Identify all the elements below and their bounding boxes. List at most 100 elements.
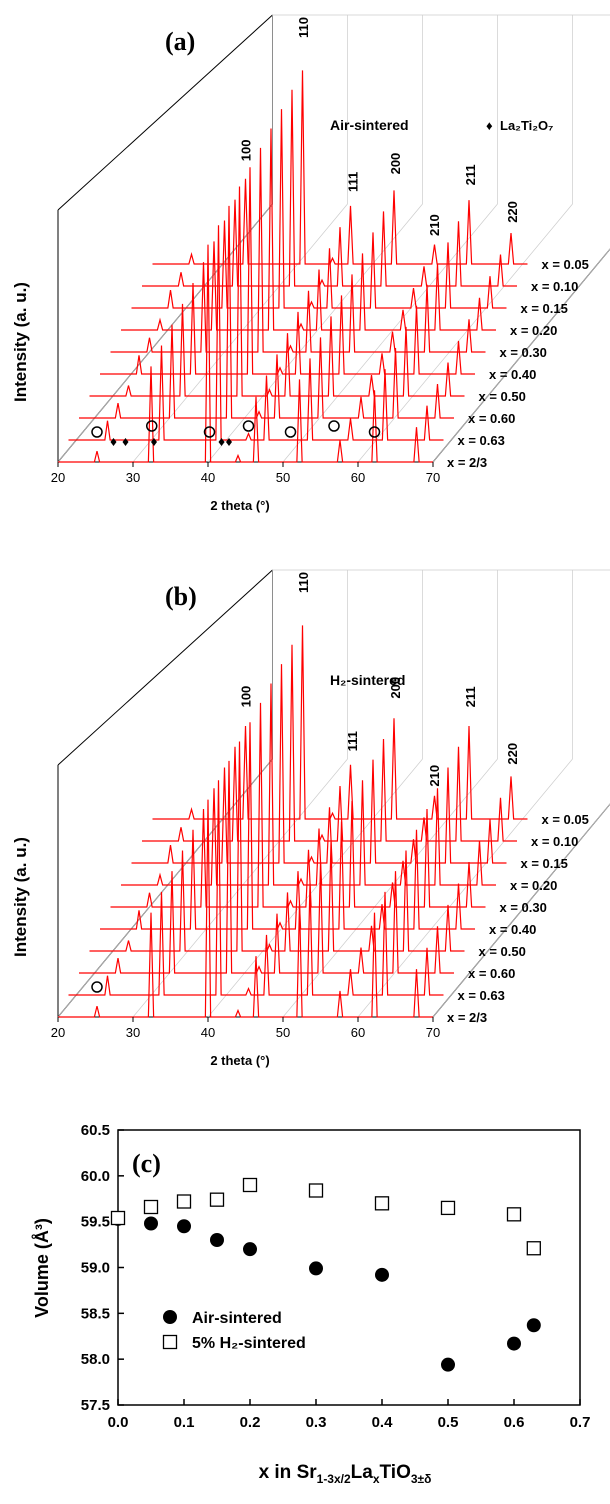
- impurity-circle-marker: [242, 420, 255, 432]
- y-axis-label: Volume (Å³): [32, 1218, 52, 1318]
- series-label: x = 0.20: [510, 878, 557, 893]
- series-label: x = 0.63: [458, 988, 505, 1003]
- y-tick-label: 58.0: [81, 1351, 110, 1368]
- xrd-trace: [131, 664, 507, 864]
- x-axis-label: 2 theta (°): [210, 498, 269, 513]
- x-tick-label: 0.7: [570, 1414, 591, 1431]
- y-axis-label: Intensity (a. u.): [11, 282, 30, 402]
- x-axis-label-part: x in Sr: [259, 1462, 318, 1483]
- x-axis-label-part: TiO: [380, 1462, 411, 1483]
- xrd-trace: [58, 799, 433, 1018]
- floor-grid-line: [207, 203, 423, 463]
- series-label: x = 0.50: [479, 944, 526, 959]
- series-label: x = 0.63: [458, 433, 505, 448]
- top-left-edge: [57, 14, 273, 211]
- x-tick-label: 20: [51, 1025, 65, 1040]
- xrd-trace: [89, 741, 465, 952]
- air-sintered-point: [441, 1357, 455, 1372]
- floor-grid-line: [357, 758, 573, 1018]
- h2-sintered-point: [440, 1200, 456, 1216]
- back-grid: [57, 14, 610, 463]
- x-axis-label-part: 1-3x/2: [317, 1472, 351, 1486]
- x-tick-label: 30: [126, 470, 140, 485]
- panel-c-volume-scatter: 0.0 0.1 0.2 0.3 0.4 0.5 0.6 0.7 57.5 58.0 58.5 59.0…: [32, 1122, 590, 1486]
- xrd-trace: [142, 644, 517, 842]
- x-tick-label: 0.5: [438, 1414, 459, 1431]
- series-label: x = 0.10: [531, 834, 578, 849]
- xrd-trace: [68, 780, 444, 996]
- series-label: x = 0.15: [521, 856, 568, 871]
- plot-area: [117, 1129, 581, 1406]
- impurity-circle-marker: [328, 420, 340, 432]
- panel-annotation: Air-sintered: [330, 117, 409, 133]
- peak-label: 111: [345, 172, 360, 192]
- h2-sintered-point: [143, 1199, 159, 1215]
- la2ti2o7-diamond-marker: [110, 438, 117, 446]
- la2ti2o7-diamond-marker: [122, 438, 129, 446]
- legend-marker-h2: [162, 1334, 178, 1350]
- air-sintered-point: [210, 1233, 224, 1247]
- series-label: x = 0.60: [468, 966, 515, 981]
- series-label: x = 0.30: [500, 345, 547, 360]
- xrd-traces: [58, 625, 528, 1018]
- h2-sintered-point: [110, 1210, 126, 1226]
- air-sintered-point: [144, 1216, 158, 1231]
- xrd-trace: [152, 625, 528, 820]
- x-tick-label: 0.0: [108, 1414, 129, 1431]
- peak-label: 110: [296, 572, 311, 593]
- x-tick-label: 30: [126, 1025, 140, 1040]
- la2ti2o7-diamond-marker: [218, 438, 225, 446]
- h2-sintered-point: [374, 1196, 390, 1211]
- peak-label: 110: [296, 17, 311, 38]
- y-tick-label: 59.5: [81, 1214, 110, 1231]
- x-tick-label: 20: [51, 470, 65, 485]
- h2-sintered-point: [242, 1177, 258, 1193]
- floor-grid-line: [357, 203, 573, 463]
- impurity-circle-marker: [368, 426, 381, 438]
- series-label: x = 0.15: [521, 301, 568, 316]
- floor-grid-line: [207, 758, 423, 1018]
- floor-grid-line: [132, 203, 348, 463]
- air-sintered-point: [375, 1267, 389, 1282]
- la2ti2o7-diamond-marker: [151, 438, 157, 446]
- peak-label: 220: [505, 743, 520, 765]
- series-label: x = 0.60: [468, 411, 515, 426]
- la2ti2o7-diamond-marker: [226, 438, 232, 446]
- y-tick-label: 58.5: [81, 1305, 110, 1322]
- x-tick-label: 60: [351, 470, 365, 485]
- panel-label: (c): [132, 1149, 161, 1178]
- impurity-circle-marker: [203, 426, 216, 438]
- xrd-trace: [142, 89, 517, 287]
- x-tick-label: 0.2: [240, 1414, 261, 1431]
- top-left-edge: [57, 569, 273, 766]
- floor-grid-line: [432, 803, 610, 1018]
- series-label: x = 0.40: [489, 922, 536, 937]
- x-axis-label: 2 theta (°): [210, 1053, 269, 1068]
- xrd-trace: [89, 186, 465, 397]
- impurity-circle-marker: [284, 426, 297, 438]
- panel-label: (a): [165, 27, 195, 56]
- y-tick-label: 59.0: [81, 1260, 110, 1277]
- xrd-trace: [100, 167, 475, 375]
- xrd-trace: [100, 722, 475, 930]
- x-tick-label: 0.6: [504, 1414, 525, 1431]
- x-tick-label: 70: [426, 470, 440, 485]
- legend-label-air: Air-sintered: [192, 1310, 282, 1327]
- h2-sintered-point: [176, 1194, 192, 1209]
- peak-label: 100: [239, 139, 254, 161]
- peak-label: 100: [239, 686, 254, 708]
- x-tick-label: 40: [201, 1025, 215, 1040]
- series-label: x = 0.05: [542, 257, 589, 272]
- x-tick-label: 70: [426, 1025, 440, 1040]
- series-label: x = 0.05: [542, 812, 589, 827]
- x-tick-label: 0.3: [306, 1414, 327, 1431]
- xrd-traces: [58, 70, 528, 463]
- series-label: x = 0.20: [510, 323, 557, 338]
- floor-grid-line: [432, 248, 610, 463]
- air-sintered-point: [177, 1219, 191, 1234]
- x-tick-label: 50: [276, 470, 290, 485]
- h2-sintered-point: [308, 1183, 324, 1198]
- legend-marker: ♦: [486, 118, 493, 133]
- x-tick-label: 0.4: [372, 1414, 394, 1431]
